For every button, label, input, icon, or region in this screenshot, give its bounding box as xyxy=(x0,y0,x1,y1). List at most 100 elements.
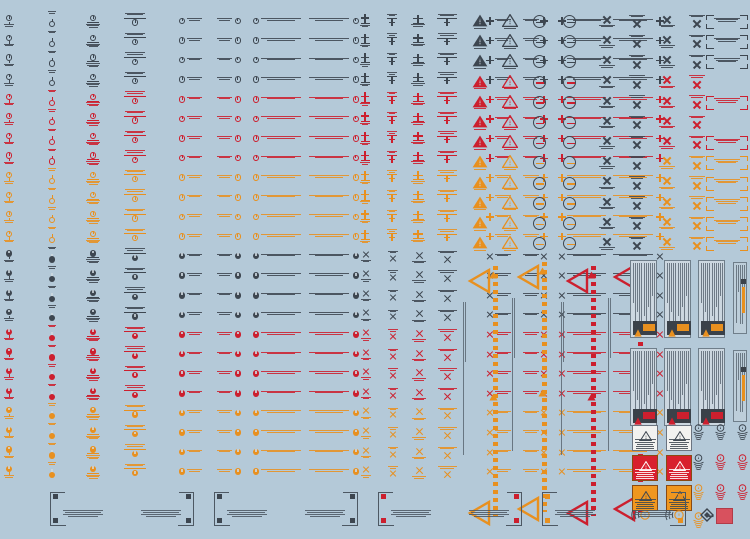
bracket-corner xyxy=(740,196,748,202)
caption-text xyxy=(628,135,646,139)
caption-text xyxy=(47,31,58,34)
caption-line xyxy=(63,510,103,511)
ring-icon xyxy=(252,115,260,123)
caption-line xyxy=(439,311,455,312)
caution-line xyxy=(738,265,740,292)
caption-text xyxy=(474,108,486,110)
x-caption-glyph xyxy=(656,196,678,213)
ring-wing xyxy=(87,159,99,161)
caption-line xyxy=(86,45,99,46)
caption-line xyxy=(126,73,144,74)
warn-triangle-icon xyxy=(639,458,653,471)
caption-line xyxy=(309,37,349,39)
caption-line xyxy=(124,130,146,132)
ring-side-glyph xyxy=(178,133,204,145)
bracket-placard xyxy=(706,35,748,50)
caption-text xyxy=(226,510,268,519)
antenna-emitter-mark xyxy=(692,424,705,442)
body-line xyxy=(463,302,464,456)
ring-notch xyxy=(237,194,239,198)
caution-line xyxy=(705,263,707,313)
warn-line xyxy=(639,470,651,472)
caution-line xyxy=(641,351,643,409)
ring-notch xyxy=(355,155,357,159)
ring-notch xyxy=(181,76,183,80)
x-mark-icon xyxy=(656,272,664,280)
x-mark-icon xyxy=(443,353,452,362)
badge-label xyxy=(676,324,689,332)
caption-line xyxy=(3,83,15,84)
caption-line xyxy=(660,248,674,250)
caption-text xyxy=(388,270,399,273)
caption-line xyxy=(630,15,644,17)
x-mark-icon xyxy=(362,270,370,278)
caption-line xyxy=(690,15,704,17)
x-caption-glyph xyxy=(626,95,648,112)
caption-text xyxy=(658,247,676,250)
caption-text xyxy=(411,83,425,86)
ring-side-glyph xyxy=(308,54,360,66)
caution-long-label xyxy=(664,260,691,338)
caption-text xyxy=(504,249,516,251)
ring-icon xyxy=(131,195,139,202)
caption-text xyxy=(124,71,146,75)
caption-text xyxy=(388,368,399,371)
x-mark-icon xyxy=(443,412,452,421)
ring-side-glyph xyxy=(308,15,360,27)
cross-base xyxy=(360,179,370,181)
cross-lower xyxy=(444,237,450,239)
cross-lower xyxy=(389,237,395,239)
cross-glyph xyxy=(356,52,378,68)
x-caption-glyph xyxy=(656,95,678,112)
x-glyph xyxy=(437,387,460,403)
caption-text xyxy=(412,319,426,323)
caption-line xyxy=(439,211,455,212)
caption-line xyxy=(315,59,343,60)
ring-stem xyxy=(8,80,10,83)
caption-line xyxy=(361,163,369,165)
ring-icon xyxy=(131,78,139,85)
caption-text xyxy=(309,57,349,61)
caution-line xyxy=(645,263,647,328)
caption-line xyxy=(439,291,455,293)
caption-line xyxy=(474,189,486,190)
ring-notch xyxy=(134,98,136,102)
caption-line xyxy=(63,514,103,516)
badge-triangle-icon xyxy=(634,412,642,425)
caption-line xyxy=(439,350,455,351)
caption-line xyxy=(690,217,704,219)
caption-text xyxy=(411,24,425,27)
x-mark-icon xyxy=(662,156,672,166)
cross-lower xyxy=(444,60,450,62)
caption-line xyxy=(413,143,423,145)
cross-horizontal xyxy=(361,115,369,117)
ring-side-glyph xyxy=(252,113,304,125)
caption-line xyxy=(3,200,15,202)
caption-line xyxy=(85,141,101,143)
x-mark-icon xyxy=(443,392,452,401)
x-mark-icon xyxy=(362,309,370,317)
ring-icon xyxy=(352,56,360,64)
arrow-bar xyxy=(536,122,544,125)
bracket-corner xyxy=(740,246,748,252)
caption-text xyxy=(658,126,676,129)
caption-text xyxy=(598,85,616,89)
caption-line xyxy=(660,147,674,149)
caution-line xyxy=(643,263,645,317)
caption-line xyxy=(389,291,397,293)
placard-corner xyxy=(192,492,194,526)
placard-square xyxy=(514,518,519,523)
caption-text xyxy=(388,427,399,430)
cross-vertical xyxy=(364,131,366,142)
cross-lower xyxy=(444,119,450,121)
ring-wing-wide xyxy=(124,135,146,137)
caption-text xyxy=(412,378,426,381)
x-mark-icon xyxy=(692,19,702,29)
caption-text xyxy=(3,83,15,86)
caption-line xyxy=(85,200,101,202)
caution-badge xyxy=(666,321,691,337)
caption-text xyxy=(411,141,425,145)
caption-text xyxy=(217,57,232,61)
cross-glyph xyxy=(409,209,431,225)
ring-notch xyxy=(181,18,183,22)
